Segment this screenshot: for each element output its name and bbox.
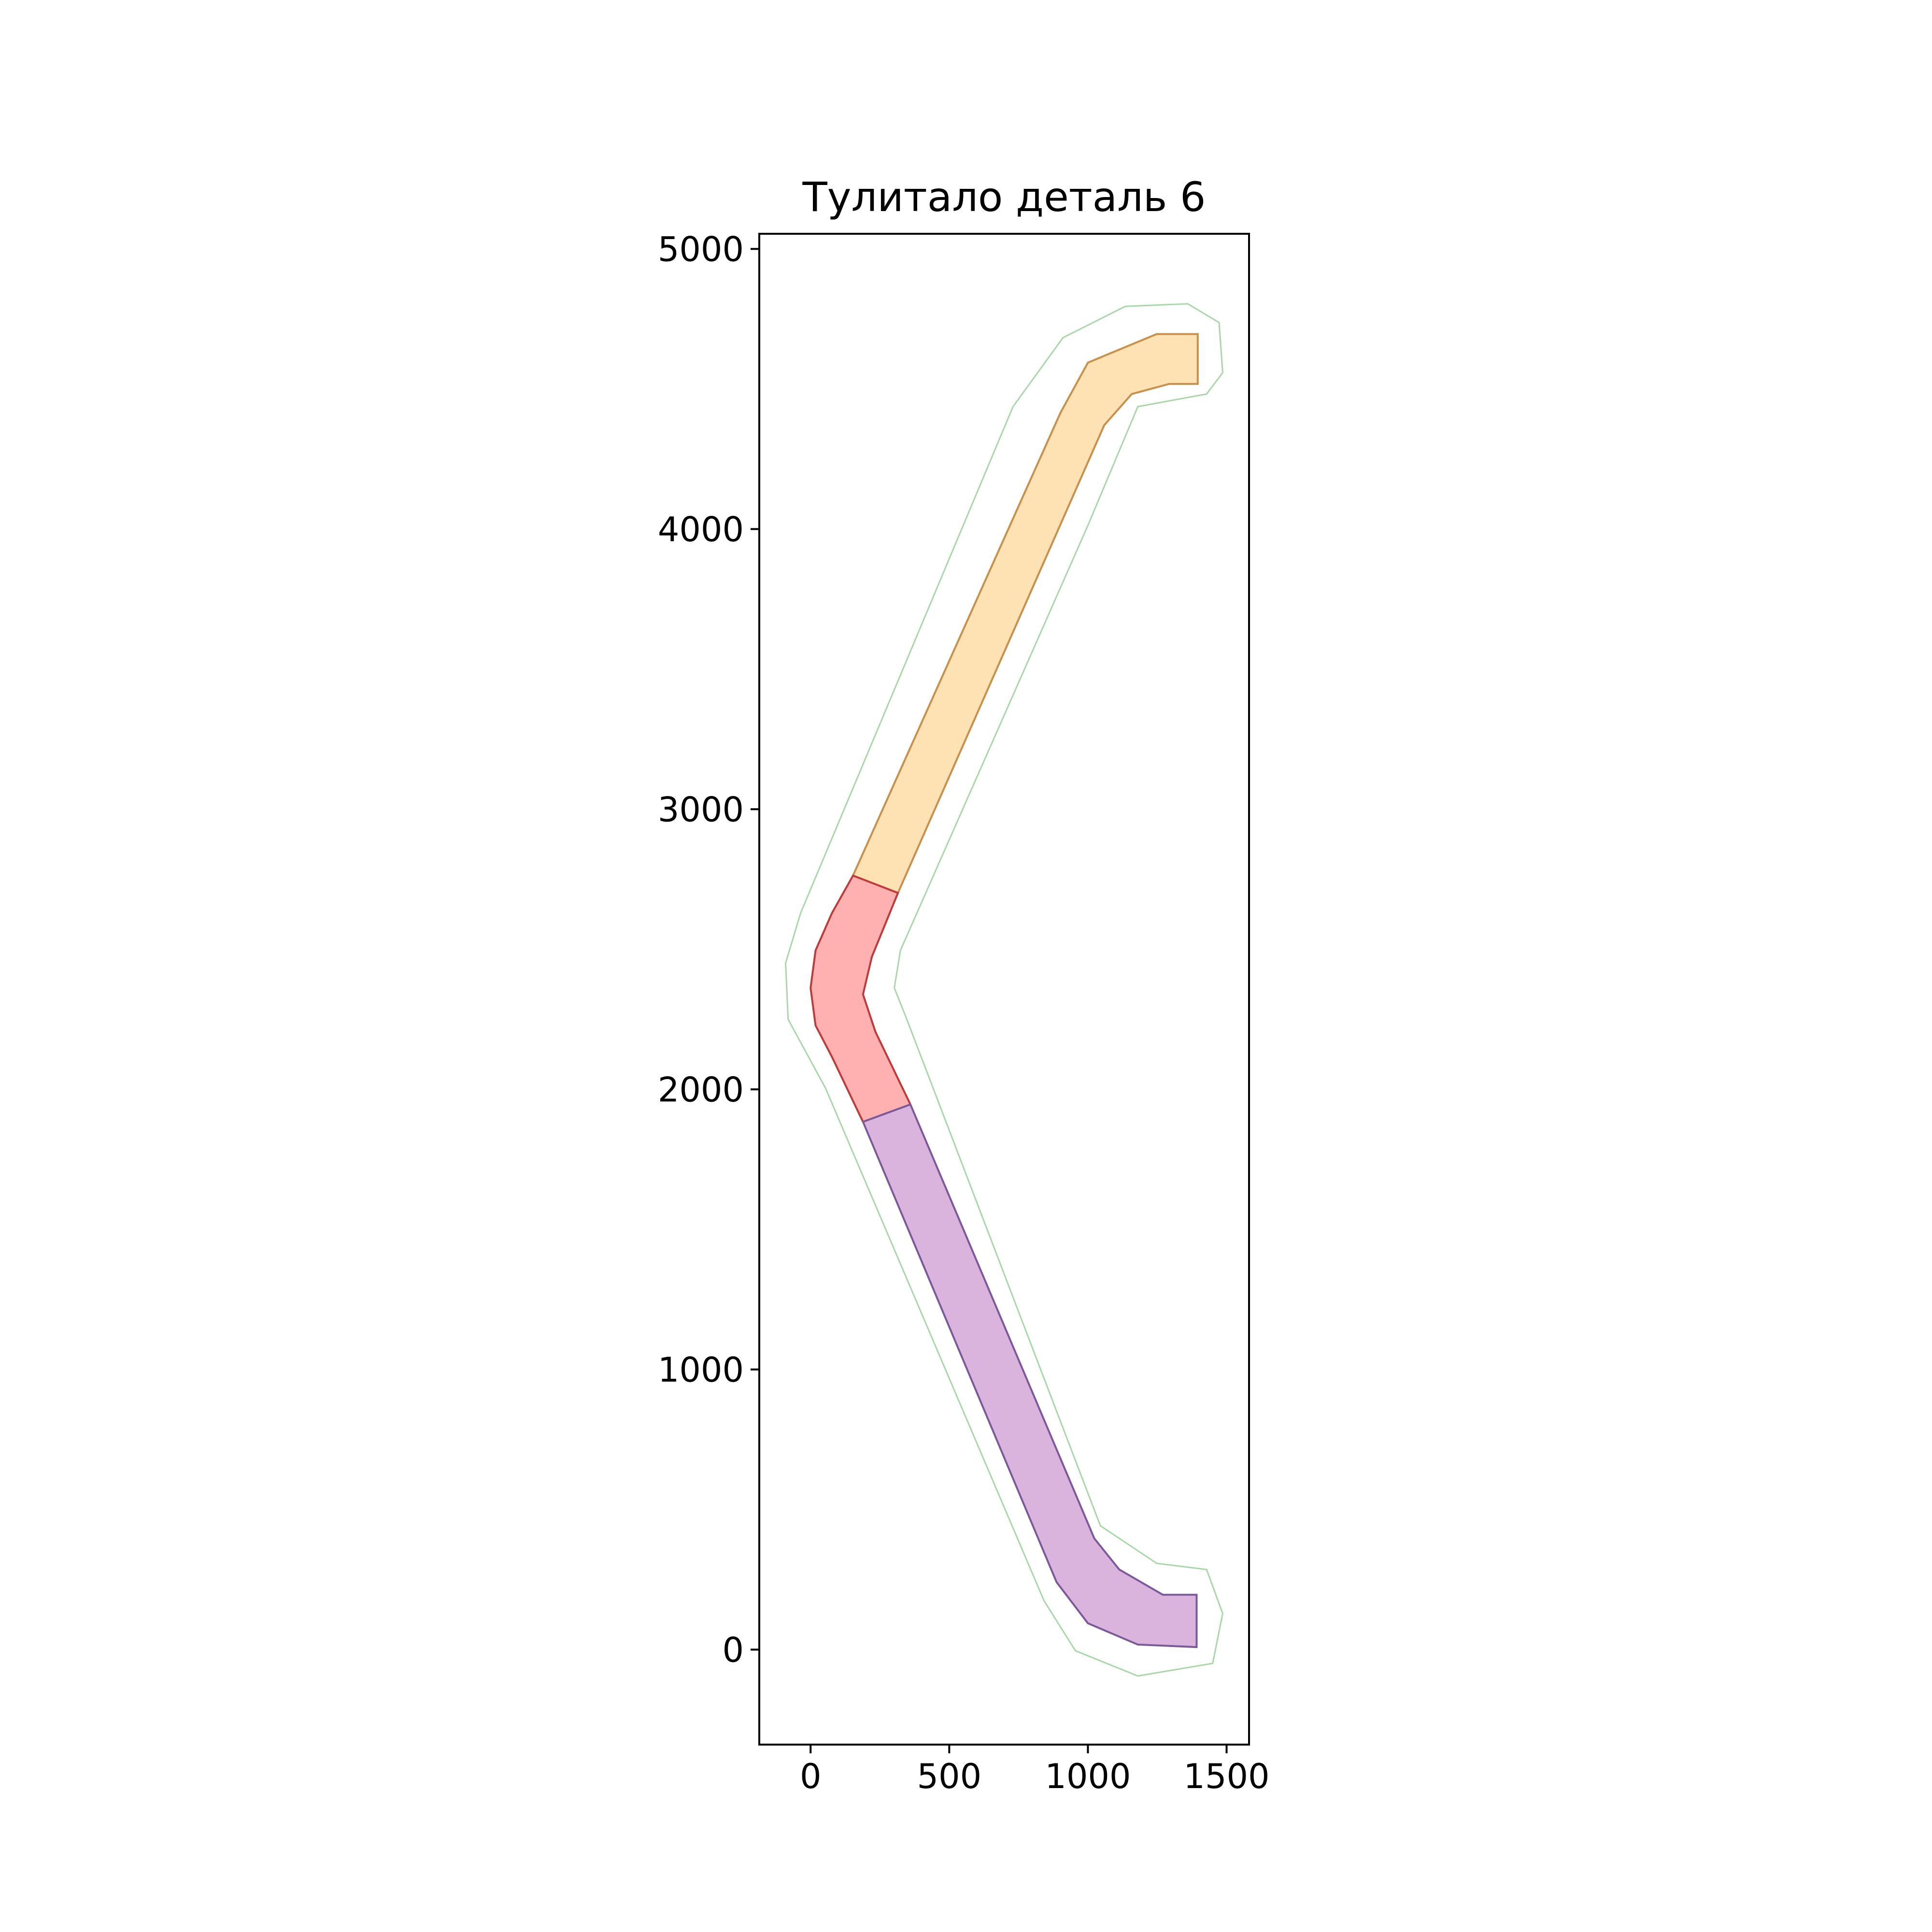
shape	[785, 303, 1224, 1677]
shape	[810, 874, 912, 1123]
y-tick-label: 5000	[658, 229, 744, 269]
y-tick-label: 3000	[658, 790, 744, 829]
y-tick-label: 2000	[658, 1070, 744, 1109]
shape	[862, 1103, 1198, 1648]
y-tick-label: 0	[722, 1630, 744, 1670]
x-tick-label: 1500	[1183, 1757, 1269, 1796]
chart-title: Тулитало деталь 6	[802, 173, 1206, 221]
plot-frame	[758, 233, 1250, 1746]
x-tick-label: 0	[800, 1757, 822, 1796]
shape	[852, 333, 1199, 895]
y-tick-label: 4000	[658, 510, 744, 549]
y-tick-label: 1000	[658, 1350, 744, 1390]
x-tick-label: 1000	[1045, 1757, 1131, 1796]
x-tick-label: 500	[917, 1757, 982, 1796]
